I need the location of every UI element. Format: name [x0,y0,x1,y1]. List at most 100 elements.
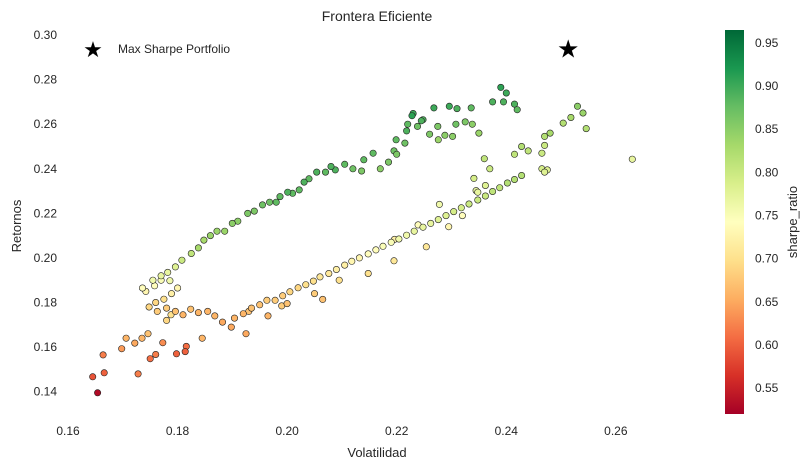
max-sharpe-star-icon: ★ [557,35,579,63]
scatter-point [271,296,279,304]
scatter-point [248,304,256,312]
scatter-point [403,127,411,135]
scatter-point [263,296,271,304]
scatter-point [360,156,368,164]
scatter-point [434,216,442,224]
scatter-point [434,122,442,130]
colorbar-tick-label: 0.70 [755,252,779,266]
colorbar-ticks: 0.55 0.60 0.65 0.70 0.75 0.80 0.85 0.90 0.95 [755,36,779,395]
scatter-point [213,227,221,235]
scatter-point [211,312,219,320]
scatter-point [503,179,511,187]
scatter-point [497,83,505,91]
scatter-point [445,223,453,231]
scatter-point [445,102,453,110]
scatter-point [541,132,549,140]
scatter-point [181,348,189,356]
scatter-point [160,295,168,303]
scatter-point [146,355,154,363]
scatter-point [335,276,343,284]
scatter-point [401,139,409,147]
scatter-point [510,150,518,158]
scatter-point [294,284,302,292]
scatter-point [470,174,478,182]
colorbar-tick-label: 0.55 [755,381,779,395]
scatter-point [518,172,526,180]
scatter-point [499,98,507,106]
scatter-point [341,261,349,269]
y-axis-label: Retornos [9,199,24,252]
scatter-point [153,307,161,315]
scatter-point [283,300,291,308]
scatter-point [449,132,457,140]
scatter-point [480,155,488,163]
scatter-point [582,125,590,133]
scatter-point [250,207,258,215]
scatter-point [417,117,425,125]
scatter-point [131,339,139,347]
scatter-point [168,290,176,298]
scatter-point [358,167,366,175]
scatter-point [364,269,372,277]
scatter-point [474,196,482,204]
y-tick-label: 0.14 [34,385,58,399]
colorbar-gradient [725,30,744,414]
scatter-point [465,200,473,208]
scatter-point [89,373,97,381]
colorbar-tick-label: 0.75 [755,209,779,223]
scatter-point [452,120,460,128]
scatter-point [518,143,526,151]
scatter-point [321,168,329,176]
scatter-point [310,290,318,298]
y-tick-label: 0.22 [34,206,58,220]
y-tick-label: 0.26 [34,117,58,131]
scatter-point [567,114,575,122]
scatter-point [546,129,554,137]
scatter-point [450,208,458,216]
scatter-point [442,212,450,220]
legend-label: Max Sharpe Portfolio [118,42,230,56]
scatter-point [369,149,377,157]
scatter-point [100,369,108,377]
scatter-point [541,141,549,149]
scatter-point [384,158,392,166]
scatter-point [372,246,380,254]
scatter-point [513,106,521,114]
scatter-point [200,236,208,244]
scatter-point [419,223,427,231]
scatter-point [284,188,292,196]
scatter-point [364,250,372,258]
scatter-point [134,370,142,378]
scatter-point [475,129,483,137]
y-axis-ticks: 0.14 0.16 0.18 0.20 0.22 0.24 0.26 0.28 0.30 [34,28,58,399]
scatter-point [272,198,280,206]
scatter-point [348,257,356,265]
scatter-point [244,209,252,217]
scatter-point [355,254,363,262]
x-tick-label: 0.26 [604,424,628,438]
legend-star-icon: ★ [83,37,103,62]
scatter-point [187,250,195,258]
scatter-point [628,155,636,163]
scatter-point [316,273,324,281]
scatter-point [194,309,202,317]
y-tick-label: 0.24 [34,162,58,176]
scatter-point [410,227,418,235]
scatter-point [309,277,317,285]
scatter-point [413,122,421,130]
scatter-point [441,131,449,139]
scatter-point [279,292,287,300]
scatter-point [171,307,179,315]
scatter-point [256,301,264,309]
scatter-point [467,104,475,112]
colorbar-label: sharpe_ratio [785,186,800,258]
scatter-point [302,281,310,289]
scatter-point [228,219,236,227]
scatter-point [118,345,126,353]
scatter-point [219,318,227,326]
scatter-point [319,295,327,303]
scatter-point [427,219,435,227]
scatter-point [171,263,179,271]
scatter-point [496,184,504,192]
scatter-point [187,305,195,313]
